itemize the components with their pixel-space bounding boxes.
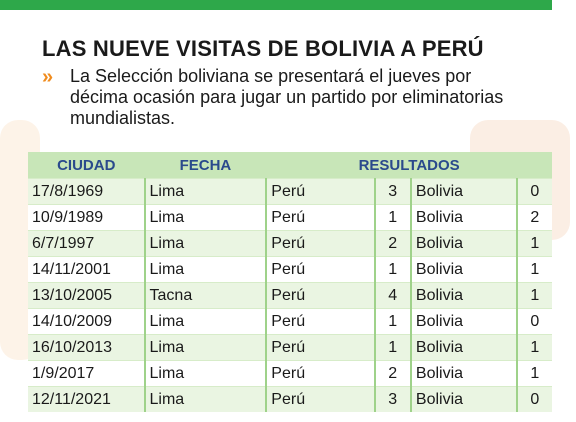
visits-table: CIUDAD FECHA RESULTADOS 17/8/1969 Lima Per… bbox=[28, 152, 552, 412]
cell-away-score: 1 bbox=[515, 334, 552, 361]
cell-away-score: 1 bbox=[515, 282, 552, 309]
cell-away-score: 0 bbox=[515, 308, 552, 335]
cell-home-team: Perú bbox=[265, 386, 375, 412]
cell-away-score: 0 bbox=[515, 178, 552, 205]
cell-home-score: 3 bbox=[373, 178, 411, 205]
page-title: LAS NUEVE VISITAS DE BOLIVIA A PERÚ bbox=[42, 36, 484, 61]
cell-home-score: 4 bbox=[373, 282, 411, 309]
cell-city: Lima bbox=[143, 308, 267, 335]
cell-away-score: 1 bbox=[515, 256, 552, 283]
cell-away-team: Bolivia bbox=[409, 282, 517, 309]
table-row: 1/9/2017 Lima Perú 2 Bolivia 1 bbox=[28, 360, 552, 387]
header-city: CIUDAD bbox=[28, 152, 145, 179]
cell-home-score: 2 bbox=[373, 360, 411, 387]
cell-date: 1/9/2017 bbox=[28, 360, 145, 387]
cell-away-team: Bolivia bbox=[409, 256, 517, 283]
header-results: RESULTADOS bbox=[266, 152, 552, 179]
cell-away-team: Bolivia bbox=[409, 308, 517, 335]
table-row: 12/11/2021 Lima Perú 3 Bolivia 0 bbox=[28, 386, 552, 412]
table-row: 13/10/2005 Tacna Perú 4 Bolivia 1 bbox=[28, 282, 552, 309]
table-row: 10/9/1989 Lima Perú 1 Bolivia 2 bbox=[28, 204, 552, 231]
cell-home-team: Perú bbox=[265, 178, 375, 205]
cell-home-team: Perú bbox=[265, 360, 375, 387]
cell-away-team: Bolivia bbox=[409, 230, 517, 257]
cell-home-score: 1 bbox=[373, 256, 411, 283]
subtitle-block: » La Selección boliviana se presentará e… bbox=[42, 66, 512, 129]
table-row: 16/10/2013 Lima Perú 1 Bolivia 1 bbox=[28, 334, 552, 361]
cell-home-score: 1 bbox=[373, 308, 411, 335]
cell-date: 17/8/1969 bbox=[28, 178, 145, 205]
cell-city: Lima bbox=[143, 334, 267, 361]
cell-home-team: Perú bbox=[265, 282, 375, 309]
cell-date: 12/11/2021 bbox=[28, 386, 145, 412]
cell-date: 16/10/2013 bbox=[28, 334, 145, 361]
double-chevron-right-icon: » bbox=[42, 66, 54, 88]
cell-city: Lima bbox=[143, 386, 267, 412]
cell-date: 13/10/2005 bbox=[28, 282, 145, 309]
cell-home-team: Perú bbox=[265, 204, 375, 231]
cell-home-score: 3 bbox=[373, 386, 411, 412]
cell-home-team: Perú bbox=[265, 308, 375, 335]
cell-city: Lima bbox=[143, 360, 267, 387]
cell-city: Lima bbox=[143, 256, 267, 283]
cell-away-team: Bolivia bbox=[409, 178, 517, 205]
cell-date: 6/7/1997 bbox=[28, 230, 145, 257]
cell-home-team: Perú bbox=[265, 230, 375, 257]
cell-away-score: 0 bbox=[515, 386, 552, 412]
cell-city: Lima bbox=[143, 178, 267, 205]
cell-home-score: 1 bbox=[373, 334, 411, 361]
cell-away-team: Bolivia bbox=[409, 204, 517, 231]
cell-home-score: 1 bbox=[373, 204, 411, 231]
cell-away-score: 1 bbox=[515, 360, 552, 387]
cell-date: 14/11/2001 bbox=[28, 256, 145, 283]
subtitle-text: La Selección boliviana se presentará el … bbox=[70, 66, 504, 128]
cell-date: 10/9/1989 bbox=[28, 204, 145, 231]
cell-away-team: Bolivia bbox=[409, 334, 517, 361]
cell-away-score: 1 bbox=[515, 230, 552, 257]
cell-away-team: Bolivia bbox=[409, 386, 517, 412]
table-row: 14/10/2009 Lima Perú 1 Bolivia 0 bbox=[28, 308, 552, 335]
cell-date: 14/10/2009 bbox=[28, 308, 145, 335]
cell-city: Lima bbox=[143, 230, 267, 257]
cell-city: Lima bbox=[143, 204, 267, 231]
cell-city: Tacna bbox=[143, 282, 267, 309]
table-row: 6/7/1997 Lima Perú 2 Bolivia 1 bbox=[28, 230, 552, 257]
table-row: 17/8/1969 Lima Perú 3 Bolivia 0 bbox=[28, 178, 552, 205]
cell-home-team: Perú bbox=[265, 256, 375, 283]
table-header-row: CIUDAD FECHA RESULTADOS bbox=[28, 152, 552, 179]
table-row: 14/11/2001 Lima Perú 1 Bolivia 1 bbox=[28, 256, 552, 283]
cell-away-team: Bolivia bbox=[409, 360, 517, 387]
header-date: FECHA bbox=[144, 152, 267, 179]
cell-home-score: 2 bbox=[373, 230, 411, 257]
cell-home-team: Perú bbox=[265, 334, 375, 361]
cell-away-score: 2 bbox=[515, 204, 552, 231]
top-accent-bar bbox=[0, 0, 552, 10]
